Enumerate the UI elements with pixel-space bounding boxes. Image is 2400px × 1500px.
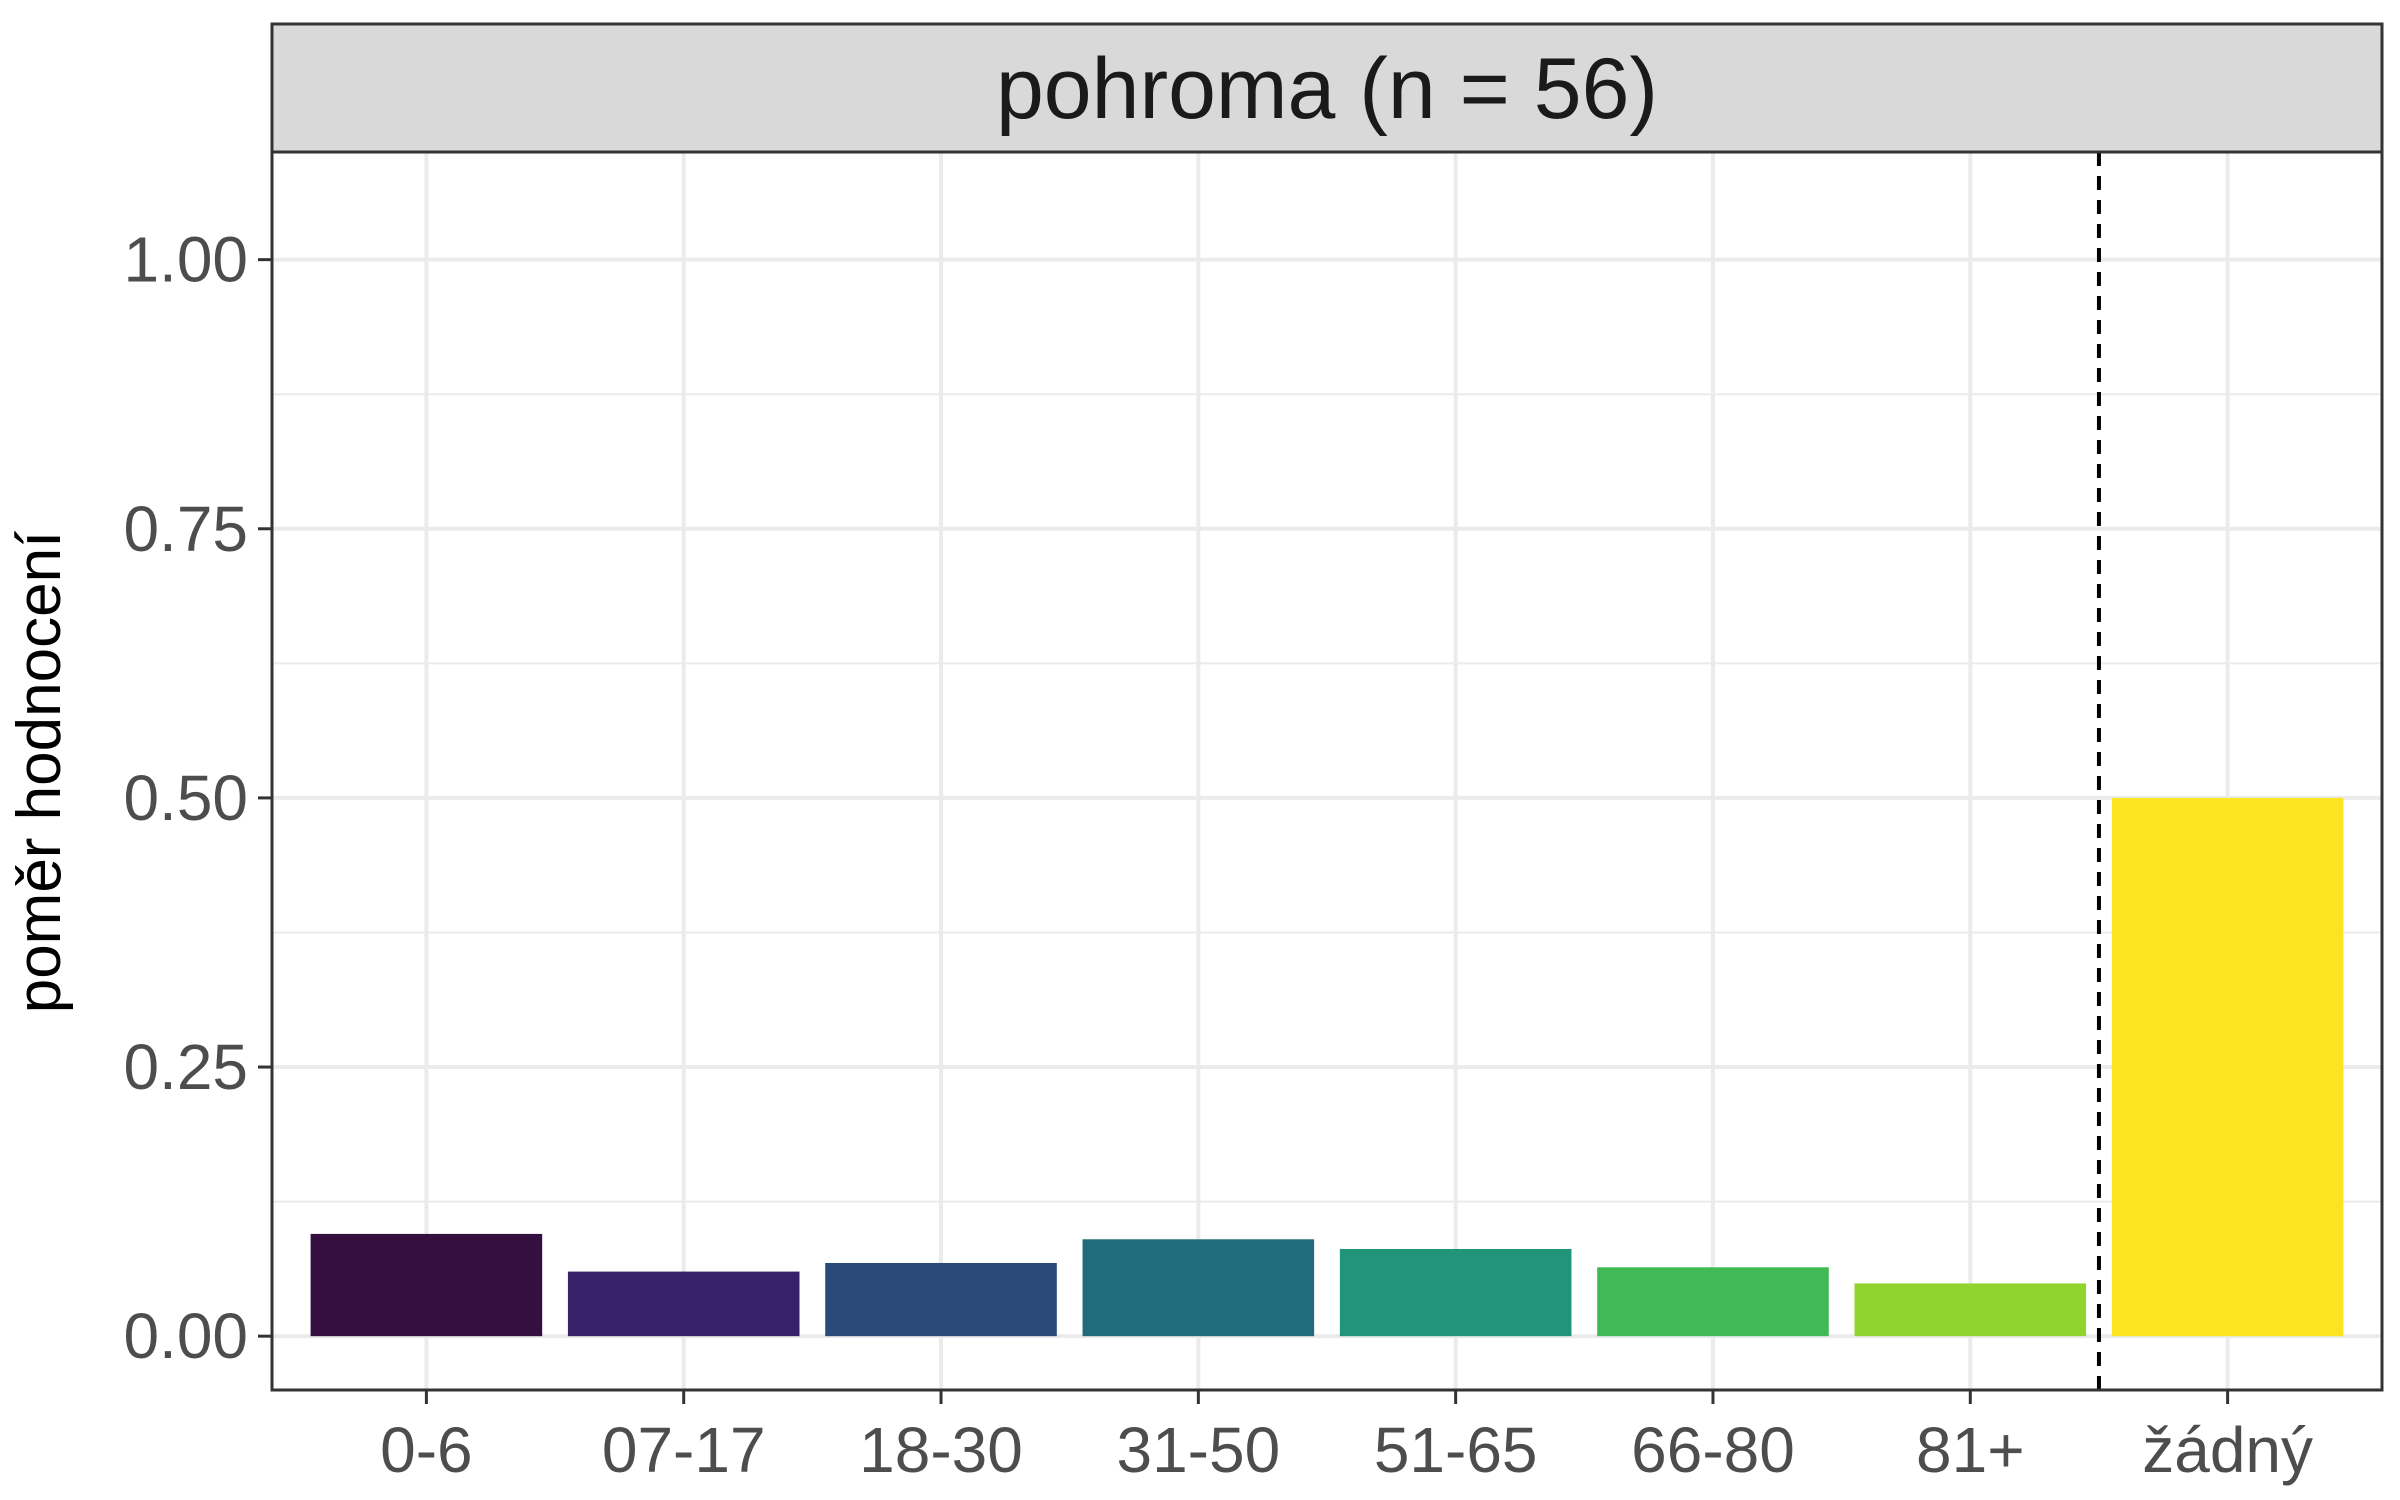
x-tick-label: 66-80 xyxy=(1631,1414,1795,1486)
bar-66-80 xyxy=(1597,1267,1829,1337)
y-tick-label: 0.25 xyxy=(123,1031,248,1103)
x-axis: 0-6 07-17 18-30 31-50 51-65 66-80 81+ žádný xyxy=(380,1390,2313,1486)
bar-81+ xyxy=(1854,1283,2087,1337)
panel-border xyxy=(270,150,2384,1392)
x-tick-label: 31-50 xyxy=(1116,1414,1280,1486)
x-tick-label: 0-6 xyxy=(380,1414,473,1486)
bar-18-30 xyxy=(825,1262,1057,1337)
y-tick-label: 0.00 xyxy=(123,1300,248,1372)
facet-strip xyxy=(270,22,2384,154)
bar-žádný xyxy=(2111,797,2344,1337)
bar-07-17 xyxy=(567,1271,800,1337)
facet-title: pohroma (n = 56) xyxy=(996,41,1658,137)
y-axis-title: poměr hodnocení xyxy=(5,531,74,1014)
x-tick-label: žádný xyxy=(2142,1414,2313,1486)
x-tick-label: 81+ xyxy=(1916,1414,2025,1486)
y-tick-label: 0.50 xyxy=(123,762,248,834)
bar-51-65 xyxy=(1339,1248,1572,1337)
y-axis: 0.00 0.25 0.50 0.75 1.00 xyxy=(123,224,272,1372)
y-tick-label: 0.75 xyxy=(123,493,248,565)
bar-0-6 xyxy=(310,1233,543,1337)
x-tick-label: 07-17 xyxy=(602,1414,766,1486)
grid-lines xyxy=(272,152,2382,1390)
bar-31-50 xyxy=(1082,1239,1315,1337)
x-tick-label: 51-65 xyxy=(1374,1414,1538,1486)
x-tick-label: 18-30 xyxy=(859,1414,1023,1486)
bars xyxy=(310,797,2344,1337)
y-tick-label: 1.00 xyxy=(123,224,248,296)
